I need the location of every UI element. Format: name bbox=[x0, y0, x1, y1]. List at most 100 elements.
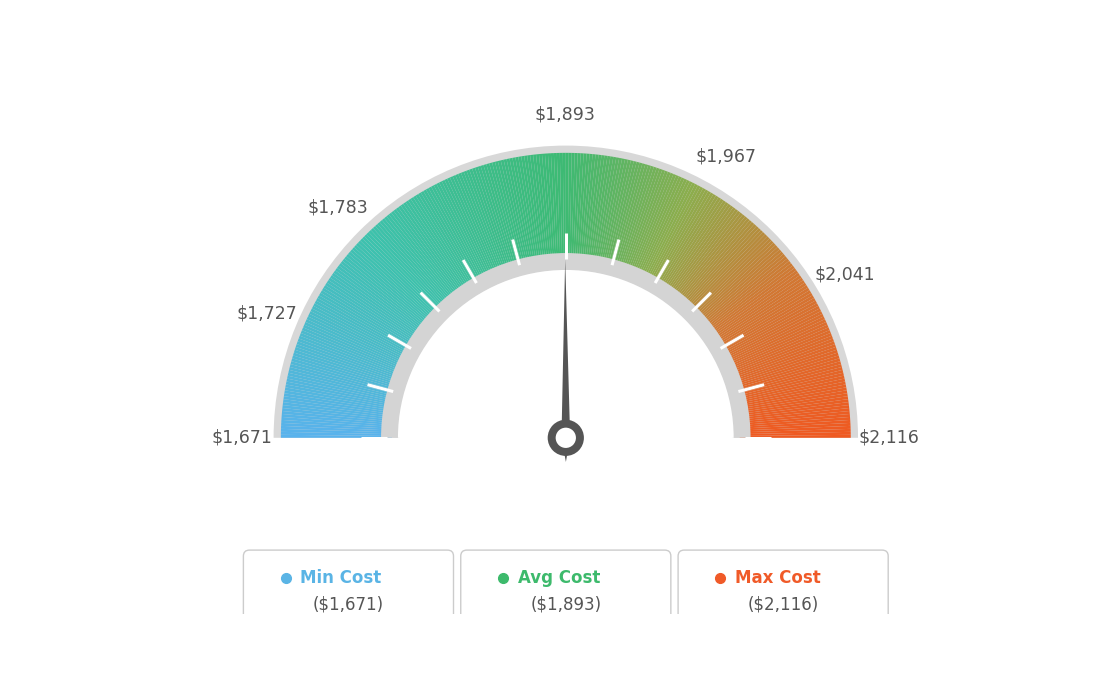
Wedge shape bbox=[711, 280, 805, 343]
Wedge shape bbox=[323, 285, 420, 346]
Polygon shape bbox=[562, 259, 570, 462]
Wedge shape bbox=[651, 190, 709, 287]
Wedge shape bbox=[578, 154, 590, 264]
Wedge shape bbox=[285, 391, 394, 411]
Wedge shape bbox=[386, 215, 458, 303]
Wedge shape bbox=[705, 268, 796, 335]
Wedge shape bbox=[714, 290, 811, 349]
Wedge shape bbox=[283, 405, 393, 420]
Wedge shape bbox=[315, 301, 413, 355]
Wedge shape bbox=[622, 168, 659, 274]
Wedge shape bbox=[290, 361, 399, 393]
Wedge shape bbox=[285, 387, 394, 408]
Wedge shape bbox=[581, 154, 593, 265]
Wedge shape bbox=[347, 254, 433, 327]
Wedge shape bbox=[518, 157, 539, 266]
Wedge shape bbox=[460, 172, 503, 276]
Wedge shape bbox=[739, 399, 849, 416]
Wedge shape bbox=[628, 172, 671, 276]
Wedge shape bbox=[726, 330, 830, 374]
Wedge shape bbox=[288, 373, 396, 400]
Wedge shape bbox=[734, 370, 843, 398]
Wedge shape bbox=[306, 319, 407, 367]
Wedge shape bbox=[309, 311, 410, 362]
Wedge shape bbox=[697, 249, 782, 324]
Text: $1,727: $1,727 bbox=[236, 304, 297, 322]
Wedge shape bbox=[739, 411, 850, 423]
Wedge shape bbox=[297, 342, 402, 381]
Wedge shape bbox=[689, 236, 769, 316]
Wedge shape bbox=[573, 153, 581, 264]
Wedge shape bbox=[413, 195, 475, 291]
Wedge shape bbox=[687, 232, 765, 313]
Wedge shape bbox=[740, 429, 851, 434]
Wedge shape bbox=[403, 202, 468, 295]
Wedge shape bbox=[299, 335, 403, 377]
Wedge shape bbox=[701, 259, 789, 330]
Wedge shape bbox=[739, 414, 850, 425]
Wedge shape bbox=[671, 211, 741, 300]
Wedge shape bbox=[616, 165, 651, 272]
Wedge shape bbox=[700, 256, 787, 328]
Wedge shape bbox=[609, 161, 639, 270]
Wedge shape bbox=[280, 429, 392, 434]
Wedge shape bbox=[571, 153, 577, 264]
Wedge shape bbox=[501, 159, 528, 268]
Wedge shape bbox=[726, 327, 829, 372]
Wedge shape bbox=[682, 226, 758, 310]
Wedge shape bbox=[635, 176, 681, 279]
Wedge shape bbox=[631, 174, 677, 277]
Wedge shape bbox=[655, 193, 713, 289]
Wedge shape bbox=[509, 158, 533, 267]
Wedge shape bbox=[455, 174, 500, 277]
Wedge shape bbox=[283, 402, 393, 418]
Wedge shape bbox=[592, 156, 611, 266]
Wedge shape bbox=[664, 202, 729, 295]
Wedge shape bbox=[282, 420, 392, 428]
Wedge shape bbox=[512, 157, 535, 267]
Wedge shape bbox=[498, 160, 527, 269]
Text: $2,116: $2,116 bbox=[859, 428, 920, 447]
Wedge shape bbox=[596, 157, 619, 267]
Wedge shape bbox=[728, 333, 831, 375]
Wedge shape bbox=[563, 153, 565, 264]
Wedge shape bbox=[301, 330, 405, 374]
Wedge shape bbox=[699, 254, 785, 327]
Wedge shape bbox=[316, 298, 414, 354]
Wedge shape bbox=[319, 293, 416, 351]
Wedge shape bbox=[676, 217, 747, 304]
Wedge shape bbox=[439, 181, 490, 282]
Wedge shape bbox=[450, 176, 497, 279]
Wedge shape bbox=[683, 228, 761, 311]
Wedge shape bbox=[725, 324, 828, 371]
Wedge shape bbox=[736, 384, 847, 407]
Wedge shape bbox=[735, 375, 845, 402]
Wedge shape bbox=[326, 283, 420, 344]
Wedge shape bbox=[611, 163, 643, 270]
Wedge shape bbox=[638, 179, 687, 280]
Wedge shape bbox=[418, 193, 477, 289]
Wedge shape bbox=[282, 423, 392, 431]
Wedge shape bbox=[625, 170, 665, 275]
Wedge shape bbox=[715, 293, 813, 351]
Wedge shape bbox=[648, 187, 703, 286]
Wedge shape bbox=[660, 199, 723, 293]
Wedge shape bbox=[378, 222, 453, 307]
Wedge shape bbox=[735, 373, 843, 400]
Wedge shape bbox=[693, 245, 777, 322]
Wedge shape bbox=[649, 188, 705, 286]
Wedge shape bbox=[718, 298, 816, 354]
Wedge shape bbox=[702, 261, 790, 331]
Wedge shape bbox=[703, 263, 793, 333]
Wedge shape bbox=[320, 290, 417, 349]
Wedge shape bbox=[736, 382, 846, 405]
Wedge shape bbox=[641, 181, 692, 282]
Wedge shape bbox=[723, 317, 825, 366]
FancyBboxPatch shape bbox=[678, 550, 889, 630]
Wedge shape bbox=[740, 435, 851, 438]
Wedge shape bbox=[539, 154, 551, 265]
Wedge shape bbox=[467, 170, 507, 275]
FancyBboxPatch shape bbox=[460, 550, 671, 630]
Wedge shape bbox=[295, 347, 401, 384]
Wedge shape bbox=[447, 177, 495, 279]
